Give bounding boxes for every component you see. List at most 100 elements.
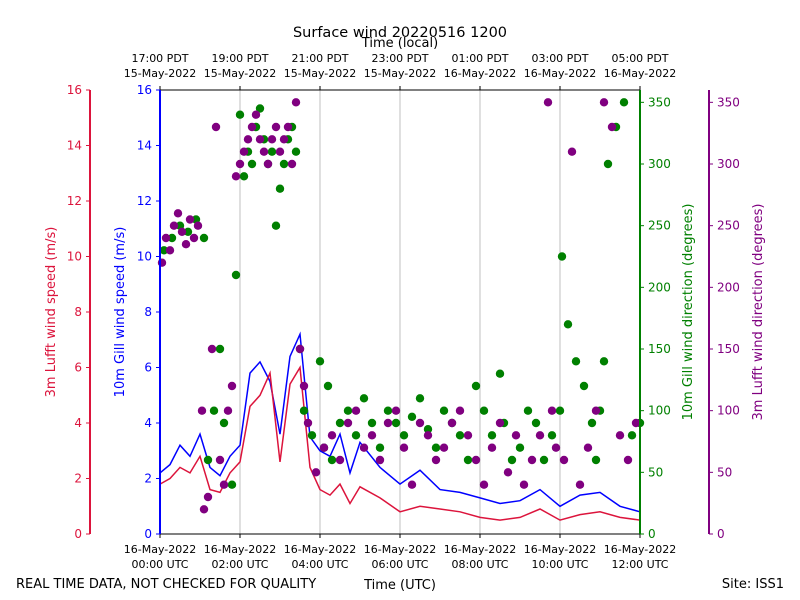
3m-lufft-wind-direction-point (463, 431, 473, 440)
10m-gill-wind-direction-point (479, 406, 489, 415)
3m-lufft-wind-direction-point (263, 159, 273, 169)
x-tick-label-bottom: 00:00 UTC (131, 558, 188, 571)
10m-gill-wind-direction-point (391, 418, 401, 428)
gill-dir-axis-tick-label: 50 (648, 465, 663, 479)
footer-site: Site: ISS1 (722, 577, 784, 592)
x-tick-label-bottom: 16-May-2022 (524, 543, 596, 556)
3m-lufft-wind-direction-point (551, 443, 561, 452)
lufft-dir-axis-label: 3m Lufft wind direction (degrees) (751, 204, 766, 421)
10m-gill-wind-direction-point (423, 425, 433, 434)
gill-speed-axis-tick-label: 12 (137, 194, 152, 208)
lufft-speed-axis-tick-label: 14 (67, 139, 82, 153)
10m-gill-wind-speed-line (159, 331, 641, 513)
3m-lufft-wind-direction-point (283, 122, 293, 132)
10m-gill-wind-direction-point (415, 394, 425, 403)
3m-lufft-wind-direction-point (259, 147, 269, 156)
x-tick-label-top: 15-May-2022 (284, 67, 356, 80)
gill-dir-axis-tick-label: 250 (648, 219, 671, 233)
x-tick-label-top: 17:00 PDT (131, 52, 188, 65)
3m-lufft-wind-direction-point (177, 227, 187, 236)
10m-gill-wind-direction-point (159, 246, 169, 255)
3m-lufft-wind-direction-point (223, 406, 233, 415)
10m-gill-wind-direction-point (291, 147, 301, 156)
gill-dir-axis-tick-label: 150 (648, 342, 671, 356)
gill-speed-axis-tick-label: 8 (144, 305, 152, 319)
3m-lufft-wind-direction-point (287, 159, 297, 169)
10m-gill-wind-direction-point (267, 147, 277, 156)
10m-gill-wind-direction-point (271, 221, 281, 230)
gill-speed-axis-tick-label: 16 (137, 83, 152, 97)
10m-gill-wind-direction-point (343, 406, 353, 415)
10m-gill-wind-direction-point (407, 412, 417, 421)
x-tick-label-bottom: 16-May-2022 (604, 543, 676, 556)
gill-dir-axis-tick-label: 200 (648, 280, 671, 294)
10m-gill-wind-direction-point (515, 443, 525, 452)
10m-gill-wind-direction-point (523, 406, 533, 415)
lufft-speed-axis-tick-label: 16 (67, 83, 82, 97)
gill-dir-axis-tick-label: 100 (648, 404, 671, 418)
lufft-dir-axis-tick-label: 50 (717, 465, 732, 479)
3m-lufft-wind-direction-point (599, 98, 609, 107)
3m-lufft-wind-direction-point (299, 381, 309, 391)
3m-lufft-wind-direction-point (503, 468, 513, 477)
3m-lufft-wind-direction-point (367, 431, 377, 440)
x-tick-label-bottom: 16-May-2022 (444, 543, 516, 556)
3m-lufft-wind-direction-point (583, 443, 593, 452)
10m-gill-wind-direction-point (351, 431, 361, 440)
x-tick-label-top: 15-May-2022 (364, 67, 436, 80)
lufft-dir-axis-tick-label: 250 (717, 219, 740, 233)
3m-lufft-wind-direction-point (181, 240, 191, 249)
3m-lufft-wind-direction-point (479, 480, 489, 489)
10m-gill-wind-direction-point (275, 184, 285, 193)
x-tick-label-top: 03:00 PDT (531, 52, 588, 65)
x-tick-label-bottom: 06:00 UTC (371, 558, 428, 571)
3m-lufft-wind-direction-point (535, 431, 545, 440)
3m-lufft-wind-direction-point (247, 122, 257, 132)
x-tick-label-bottom: 16-May-2022 (284, 543, 356, 556)
10m-gill-wind-direction-point (307, 431, 317, 440)
3m-lufft-wind-direction-point (185, 215, 195, 224)
top-axis-label: Time (local) (361, 36, 438, 51)
10m-gill-wind-direction-point (627, 431, 637, 440)
3m-lufft-wind-direction-point (623, 455, 633, 465)
10m-gill-wind-direction-point (375, 443, 385, 452)
10m-gill-wind-direction-point (431, 443, 441, 452)
3m-lufft-wind-direction-point (165, 246, 175, 255)
10m-gill-wind-direction-point (219, 418, 229, 428)
10m-gill-wind-direction-point (439, 406, 449, 415)
10m-gill-wind-direction-point (359, 394, 369, 403)
3m-lufft-wind-direction-point (311, 468, 321, 477)
x-tick-label-bottom: 04:00 UTC (291, 558, 348, 571)
3m-lufft-wind-direction-point (383, 418, 393, 428)
x-tick-label-bottom: 08:00 UTC (451, 558, 508, 571)
lufft-speed-axis-tick-label: 8 (74, 305, 82, 319)
10m-gill-wind-direction-point (247, 159, 257, 169)
axes-layer (89, 89, 710, 535)
scatter-layer (157, 98, 645, 514)
3m-lufft-wind-direction-point (173, 209, 183, 218)
10m-gill-wind-direction-point (455, 431, 465, 440)
x-tick-label-bottom: 16-May-2022 (204, 543, 276, 556)
10m-gill-wind-direction-point (587, 418, 597, 428)
3m-lufft-wind-direction-point (375, 455, 385, 465)
10m-gill-wind-direction-point (227, 480, 237, 489)
3m-lufft-wind-direction-point (189, 233, 199, 243)
10m-gill-wind-direction-point (555, 406, 565, 415)
10m-gill-wind-direction-point (235, 110, 245, 119)
3m-lufft-wind-direction-point (567, 147, 577, 156)
10m-gill-wind-direction-point (563, 320, 573, 329)
3m-lufft-wind-direction-point (291, 98, 301, 107)
10m-gill-wind-direction-point (495, 369, 505, 378)
3m-lufft-wind-direction-point (279, 135, 289, 144)
x-tick-label-top: 01:00 PDT (451, 52, 508, 65)
3m-lufft-wind-direction-point (431, 455, 441, 465)
gill-speed-axis-tick-label: 14 (137, 139, 152, 153)
x-tick-label-top: 16-May-2022 (524, 67, 596, 80)
3m-lufft-wind-direction-point (335, 455, 345, 465)
3m-lufft-wind-direction-point (495, 418, 505, 428)
chart-title: Surface wind 20220516 1200 (293, 25, 507, 41)
3m-lufft-wind-direction-point (251, 110, 261, 119)
3m-lufft-wind-direction-point (255, 135, 265, 144)
lufft-dir-axis-tick-label: 0 (717, 527, 725, 541)
